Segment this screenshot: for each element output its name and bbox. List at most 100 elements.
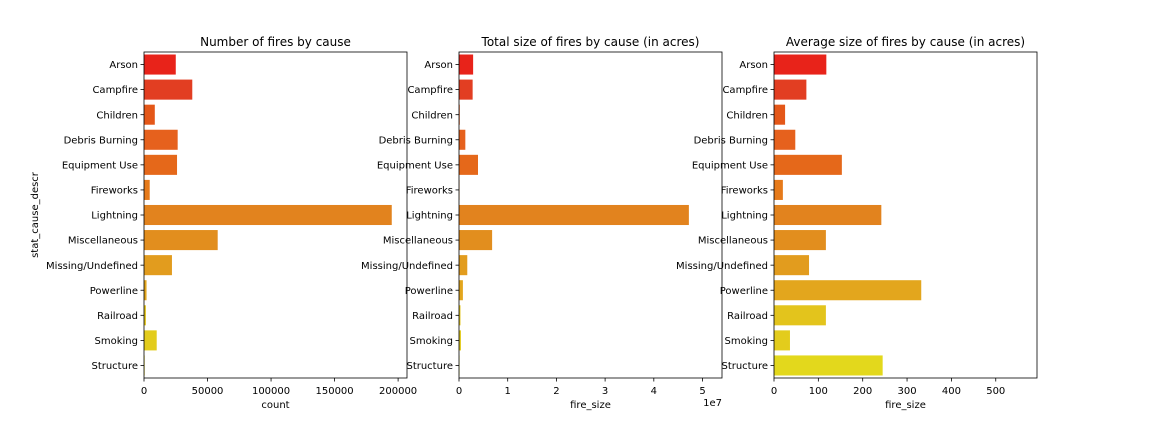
x-tick-label: 3 — [602, 386, 608, 397]
x-axis-label: fire_size — [885, 400, 926, 411]
bar-railroad — [144, 305, 146, 326]
y-tick-label: Smoking — [95, 336, 138, 347]
bar-children — [774, 104, 786, 125]
y-tick-label: Lightning — [406, 211, 453, 222]
x-tick-label: 0 — [141, 386, 147, 397]
y-tick-label: Campfire — [722, 85, 768, 96]
chart-panel-count: Number of fires by cause count stat_caus… — [30, 35, 417, 411]
bar-arson — [459, 54, 474, 75]
bar-campfire — [459, 79, 473, 100]
chart-title: Total size of fires by cause (in acres) — [481, 35, 700, 49]
x-axis-label: fire_size — [570, 400, 611, 411]
x-tick-label: 100 — [809, 386, 828, 397]
x-tick-label: 0 — [771, 386, 777, 397]
x-axis-offset-label: 1e7 — [703, 398, 722, 409]
bar-debris-burning — [774, 129, 796, 150]
bar-miscellaneous — [774, 230, 826, 251]
bar-railroad — [459, 305, 461, 326]
y-tick-label: Miscellaneous — [68, 236, 138, 247]
bar-arson — [774, 54, 827, 75]
bar-miscellaneous — [144, 230, 218, 251]
chart-panel-total-size: Total size of fires by cause (in acres) … — [361, 35, 723, 411]
x-tick-label: 150000 — [315, 386, 353, 397]
x-tick-label: 1 — [505, 386, 511, 397]
chart-title: Number of fires by cause — [200, 35, 351, 49]
x-tick-label: 0 — [456, 386, 462, 397]
x-tick-label: 100000 — [252, 386, 290, 397]
x-tick-label: 500 — [986, 386, 1005, 397]
bar-missing-undefined — [459, 255, 468, 276]
x-tick-label: 400 — [942, 386, 961, 397]
y-tick-label: Smoking — [725, 336, 768, 347]
bar-fireworks — [144, 179, 150, 200]
y-tick-label: Debris Burning — [694, 135, 768, 146]
bar-arson — [144, 54, 176, 75]
y-tick-label: Structure — [406, 361, 453, 372]
bar-powerline — [774, 280, 922, 301]
y-tick-label: Missing/Undefined — [46, 261, 138, 272]
y-tick-label: Missing/Undefined — [361, 261, 453, 272]
y-tick-label: Fireworks — [406, 186, 453, 197]
y-tick-label: Structure — [91, 361, 138, 372]
x-tick-label: 200000 — [379, 386, 417, 397]
y-tick-label: Equipment Use — [377, 160, 453, 171]
bar-smoking — [144, 330, 157, 351]
y-tick-label: Powerline — [90, 286, 138, 297]
bar-equipment-use — [144, 154, 178, 175]
y-tick-label: Fireworks — [721, 186, 768, 197]
x-axis-label: count — [261, 400, 289, 411]
bar-miscellaneous — [459, 230, 493, 251]
bar-debris-burning — [144, 129, 178, 150]
y-tick-label: Arson — [739, 60, 768, 71]
x-tick-label: 200 — [853, 386, 872, 397]
bar-lightning — [144, 204, 392, 226]
x-tick-label: 50000 — [192, 386, 224, 397]
y-tick-label: Debris Burning — [379, 135, 453, 146]
y-tick-label: Campfire — [92, 85, 138, 96]
x-tick-label: 5 — [699, 386, 705, 397]
y-tick-label: Debris Burning — [64, 135, 138, 146]
y-tick-label: Children — [96, 110, 138, 121]
bar-lightning — [459, 204, 689, 226]
bar-campfire — [144, 79, 193, 100]
bar-equipment-use — [459, 154, 478, 175]
y-tick-label: Railroad — [727, 311, 768, 322]
y-tick-label: Miscellaneous — [698, 236, 768, 247]
y-tick-label: Powerline — [405, 286, 453, 297]
x-tick-label: 4 — [651, 386, 657, 397]
x-tick-label: 300 — [898, 386, 917, 397]
bar-fireworks — [774, 179, 783, 200]
y-tick-label: Railroad — [97, 311, 138, 322]
bar-structure — [774, 355, 883, 376]
bar-powerline — [144, 280, 147, 301]
y-tick-label: Equipment Use — [692, 160, 768, 171]
bar-children — [144, 104, 155, 125]
bar-missing-undefined — [774, 255, 810, 276]
y-axis-label: stat_cause_descr — [30, 171, 41, 258]
bar-debris-burning — [459, 129, 466, 150]
y-tick-label: Children — [411, 110, 453, 121]
y-tick-label: Lightning — [721, 211, 768, 222]
chart-panel-average-size: Average size of fires by cause (in acres… — [676, 35, 1038, 411]
y-tick-label: Smoking — [410, 336, 453, 347]
bar-powerline — [459, 280, 463, 301]
y-tick-label: Lightning — [91, 211, 138, 222]
y-tick-label: Arson — [109, 60, 138, 71]
y-tick-label: Structure — [721, 361, 768, 372]
bar-equipment-use — [774, 154, 842, 175]
bar-campfire — [774, 79, 807, 100]
y-tick-label: Arson — [424, 60, 453, 71]
y-tick-label: Children — [726, 110, 768, 121]
bar-missing-undefined — [144, 255, 172, 276]
bar-lightning — [774, 204, 882, 226]
y-tick-label: Railroad — [412, 311, 453, 322]
y-tick-label: Missing/Undefined — [676, 261, 768, 272]
bar-smoking — [459, 330, 461, 351]
y-tick-label: Equipment Use — [62, 160, 138, 171]
y-tick-label: Powerline — [720, 286, 768, 297]
y-tick-label: Miscellaneous — [383, 236, 453, 247]
y-tick-label: Campfire — [407, 85, 453, 96]
bar-smoking — [774, 330, 790, 351]
chart-title: Average size of fires by cause (in acres… — [786, 35, 1025, 49]
